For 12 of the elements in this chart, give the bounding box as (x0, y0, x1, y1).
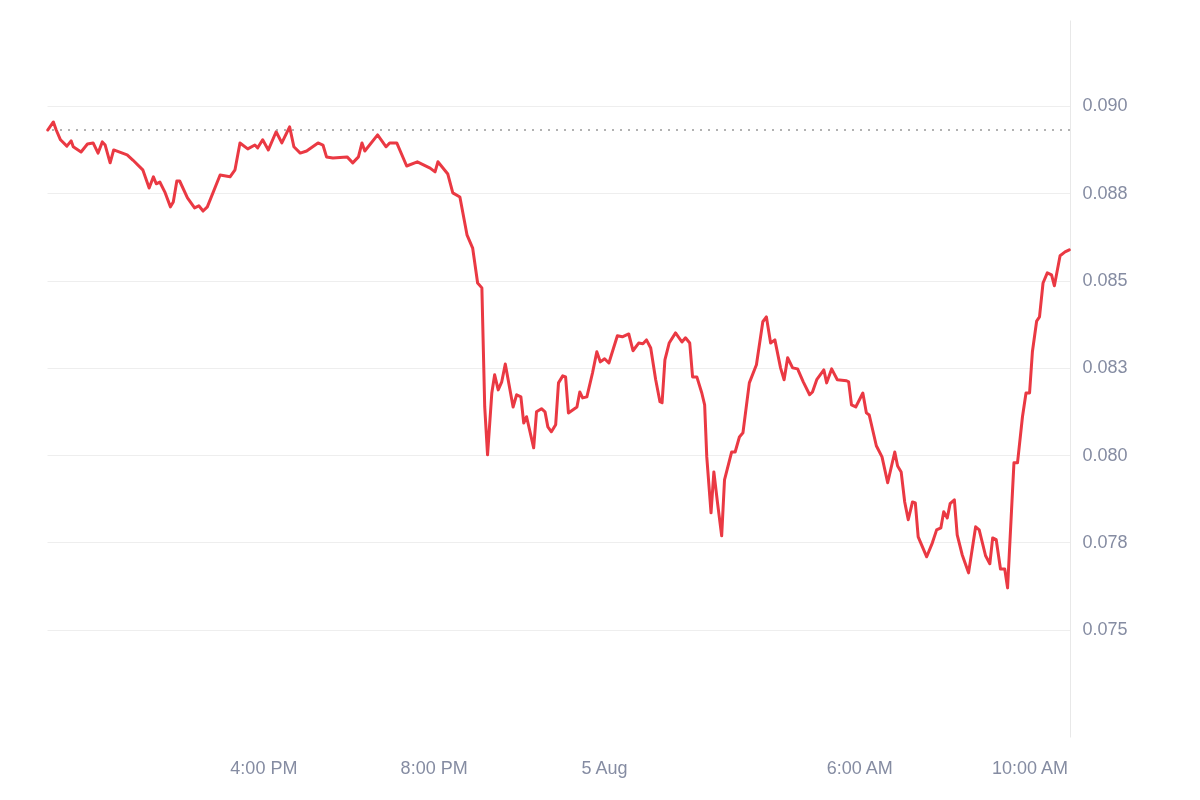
x-tick-label: 6:00 AM (826, 757, 893, 778)
x-tick-label: 10:00 AM (992, 757, 1069, 778)
y-tick-label: 0.075 (1082, 619, 1128, 640)
y-tick-label: 0.080 (1082, 444, 1128, 465)
y-tick-label: 0.083 (1082, 357, 1128, 378)
x-tick-label: 4:00 PM (230, 757, 298, 778)
y-tick-label: 0.088 (1082, 182, 1128, 203)
y-tick-label: 0.090 (1082, 95, 1128, 116)
x-tick-label: 5 Aug (581, 757, 628, 778)
y-tick-label: 0.085 (1082, 270, 1128, 291)
y-tick-label: 0.078 (1082, 531, 1128, 552)
x-tick-label: 8:00 PM (400, 757, 468, 778)
